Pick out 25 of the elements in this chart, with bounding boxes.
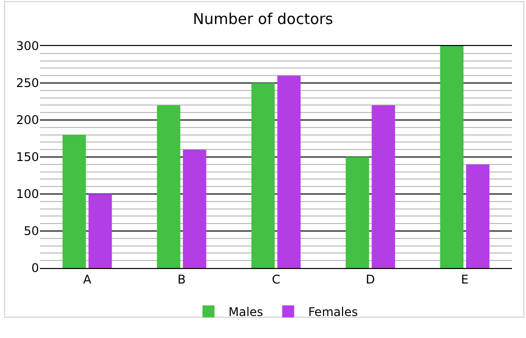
y-tick-label: 200 [16,113,39,128]
bar [156,105,180,268]
y-tick-label: 150 [16,150,39,164]
bar [62,134,86,268]
legend-label: Males [228,305,264,320]
bar [277,76,301,268]
y-tick-label: 100 [16,187,39,202]
x-tick-label: D [366,272,376,286]
x-tick-label: E [461,272,469,286]
chart-title: Number of doctors [192,10,334,28]
y-tick-label: 50 [24,224,39,238]
x-tick-label: A [83,272,92,286]
y-tick-label: 300 [16,39,39,54]
bar [372,105,396,268]
y-tick-label: 250 [16,76,39,90]
bar [251,83,275,268]
bar [346,157,370,268]
legend-label: Females [308,305,358,320]
x-tick-label: B [177,272,186,286]
bar [182,150,206,268]
bar [440,46,464,268]
bar [466,164,490,268]
x-tick-label: C [272,272,280,286]
bar [88,194,112,268]
y-tick-label: 0 [31,261,39,276]
